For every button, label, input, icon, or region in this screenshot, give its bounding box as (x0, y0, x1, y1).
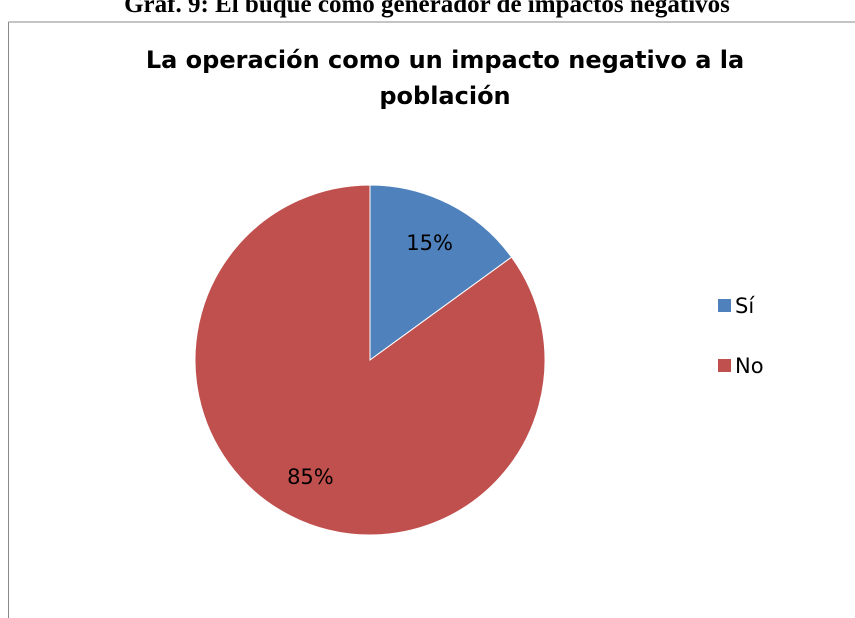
pie-slice (369, 184, 513, 361)
data-label: 85% (287, 465, 334, 489)
legend-swatch (718, 359, 731, 372)
legend-label: Sí (735, 294, 755, 318)
chart-title: La operación como un impacto negativo a … (146, 46, 744, 110)
figure-caption: Graf. 9: El buque como generador de impa… (124, 0, 730, 18)
data-label: 15% (406, 231, 453, 255)
legend-label: No (735, 354, 764, 378)
pie-slice (194, 184, 546, 536)
legend-swatch (718, 299, 731, 312)
